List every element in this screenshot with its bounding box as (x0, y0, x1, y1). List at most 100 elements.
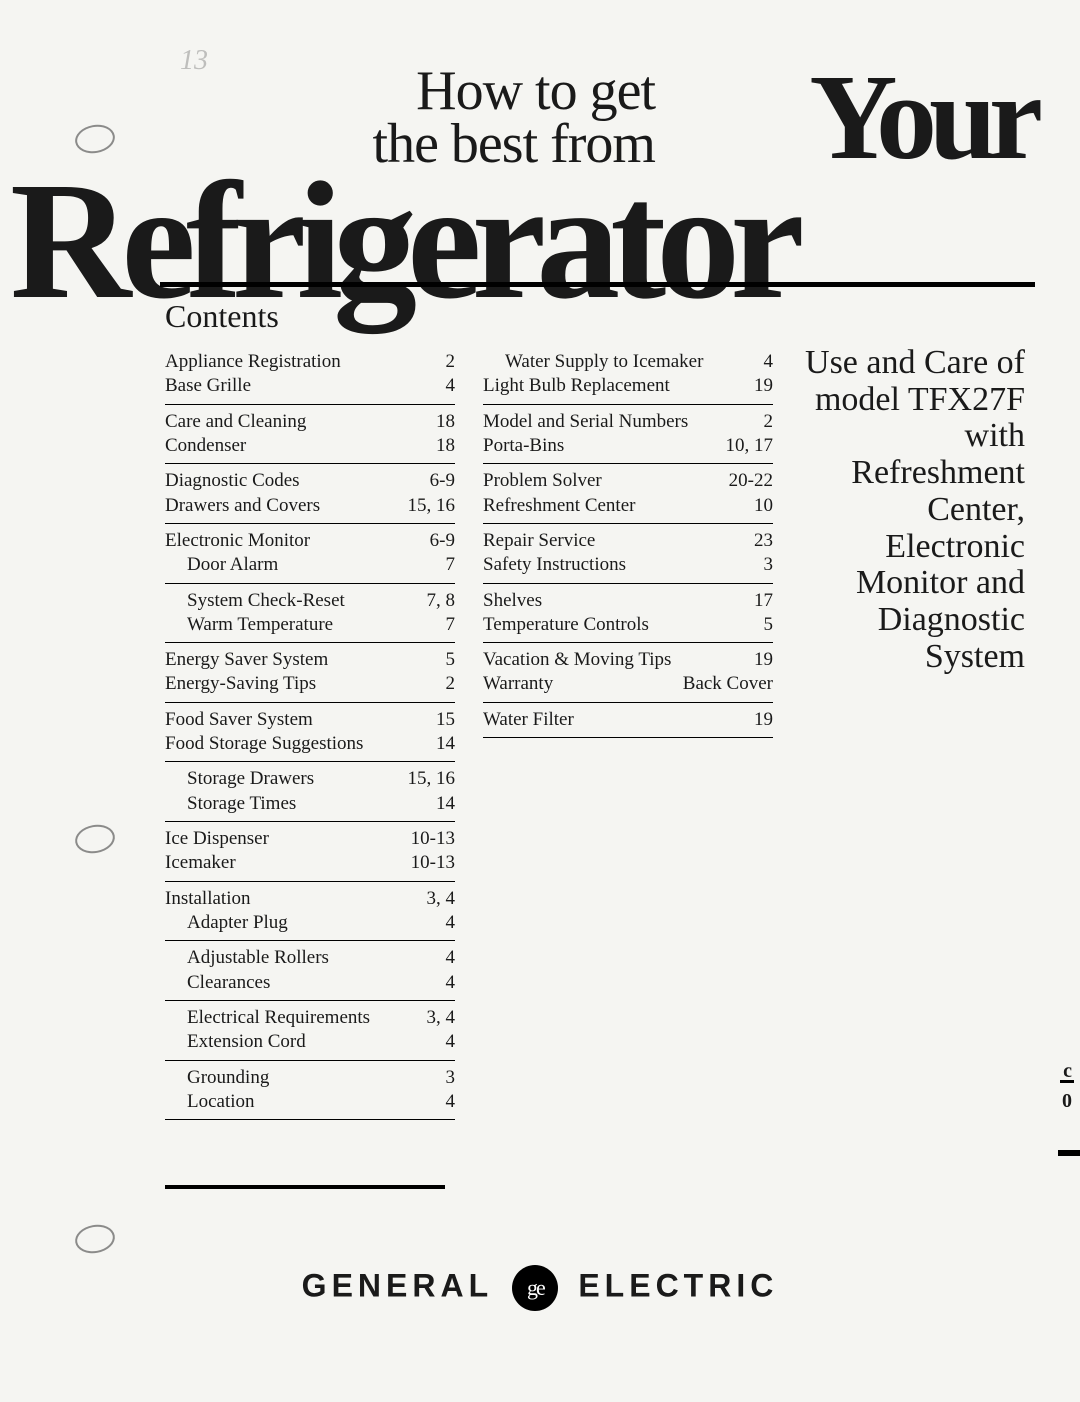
contents-page: 4 (436, 1030, 456, 1054)
contents-label: Location (165, 1090, 436, 1114)
contents-group: System Check-Reset7, 8Warm Temperature7 (165, 584, 455, 644)
contents-row: Warm Temperature7 (165, 613, 455, 637)
model-description-line: Use and Care of (805, 345, 1025, 382)
contents-label: Icemaker (165, 851, 401, 875)
contents-label: Adapter Plug (165, 911, 436, 935)
contents-group: Appliance Registration2Base Grille4 (165, 345, 455, 405)
model-description-line: Diagnostic (805, 602, 1025, 639)
contents-row: Grounding3 (165, 1066, 455, 1090)
contents-page: 3, 4 (417, 887, 456, 911)
contents-page: 15, 16 (398, 494, 456, 518)
contents-row: Water Supply to Icemaker4 (483, 350, 773, 374)
contents-row: Condenser18 (165, 434, 455, 458)
contents-page: 10-13 (401, 827, 455, 851)
contents-label: Shelves (483, 589, 744, 613)
contents-label: Electronic Monitor (165, 529, 420, 553)
contents-label: Repair Service (483, 529, 744, 553)
contents-label: Light Bulb Replacement (483, 374, 744, 398)
contents-row: Model and Serial Numbers2 (483, 410, 773, 434)
contents-label: Problem Solver (483, 469, 719, 493)
contents-label: Water Supply to Icemaker (483, 350, 754, 374)
contents-page: 2 (754, 410, 774, 434)
contents-label: Care and Cleaning (165, 410, 426, 434)
contents-group: Ice Dispenser10-13Icemaker10-13 (165, 822, 455, 882)
contents-row: Shelves17 (483, 589, 773, 613)
contents-row: System Check-Reset7, 8 (165, 589, 455, 613)
contents-group: Diagnostic Codes6-9Drawers and Covers15,… (165, 464, 455, 524)
contents-label: Vacation & Moving Tips (483, 648, 744, 672)
contents-page: 5 (436, 648, 456, 672)
model-description-line: Refreshment (805, 455, 1025, 492)
contents-page: 18 (426, 410, 455, 434)
contents-page: 3 (754, 553, 774, 577)
contents-label: Storage Drawers (165, 767, 398, 791)
contents-page: 7 (436, 553, 456, 577)
contents-row: Base Grille4 (165, 374, 455, 398)
contents-row: Adapter Plug4 (165, 911, 455, 935)
contents-label: Temperature Controls (483, 613, 754, 637)
contents-label: Porta-Bins (483, 434, 716, 458)
contents-group: Vacation & Moving Tips19WarrantyBack Cov… (483, 643, 773, 703)
contents-row: Refreshment Center10 (483, 494, 773, 518)
title-line-1: How to get (373, 65, 655, 118)
contents-label: Electrical Requirements (165, 1006, 417, 1030)
contents-row: Temperature Controls5 (483, 613, 773, 637)
contents-label: Adjustable Rollers (165, 946, 436, 970)
contents-row: Drawers and Covers15, 16 (165, 494, 455, 518)
contents-page: 14 (426, 792, 455, 816)
contents-page: 14 (426, 732, 455, 756)
contents-col-1: Appliance Registration2Base Grille4Care … (165, 345, 455, 1120)
title-block: How to get the best from Your Refrigerat… (165, 30, 1035, 290)
contents-row: Electrical Requirements3, 4 (165, 1006, 455, 1030)
contents-row: Care and Cleaning18 (165, 410, 455, 434)
contents-label: Model and Serial Numbers (483, 410, 754, 434)
contents-row: Energy-Saving Tips2 (165, 672, 455, 696)
contents-label: Installation (165, 887, 417, 911)
contents-page: 7 (436, 613, 456, 637)
contents-group: Care and Cleaning18Condenser18 (165, 405, 455, 465)
contents-group: Installation3, 4Adapter Plug4 (165, 882, 455, 942)
contents-label: Ice Dispenser (165, 827, 401, 851)
contents-page: 4 (436, 971, 456, 995)
contents-label: Refreshment Center (483, 494, 744, 518)
contents-row: Location4 (165, 1090, 455, 1114)
contents-group: Grounding3Location4 (165, 1061, 455, 1121)
contents-row: Ice Dispenser10-13 (165, 827, 455, 851)
contents-group: Water Supply to Icemaker4Light Bulb Repl… (483, 345, 773, 405)
title-product: Refrigerator (10, 145, 1035, 338)
contents-page: 4 (436, 911, 456, 935)
contents-label: Grounding (165, 1066, 436, 1090)
contents-label: Extension Cord (165, 1030, 436, 1054)
contents-label: Base Grille (165, 374, 436, 398)
contents-group: Repair Service23Safety Instructions3 (483, 524, 773, 584)
contents-label: Safety Instructions (483, 553, 754, 577)
contents-page: 10 (744, 494, 773, 518)
contents-row: Electronic Monitor6-9 (165, 529, 455, 553)
contents-label: Condenser (165, 434, 426, 458)
contents-group: Storage Drawers15, 16Storage Times14 (165, 762, 455, 822)
contents-page: 5 (754, 613, 774, 637)
contents-page: 6-9 (420, 469, 455, 493)
contents-row: Door Alarm7 (165, 553, 455, 577)
edge-mark-bar (1060, 1080, 1074, 1083)
contents-row: WarrantyBack Cover (483, 672, 773, 696)
model-description-line: Center, (805, 492, 1025, 529)
contents-label: Water Filter (483, 708, 744, 732)
brand-right: ELECTRIC (578, 1267, 778, 1303)
contents-columns: Appliance Registration2Base Grille4Care … (165, 345, 775, 1120)
contents-row: Installation3, 4 (165, 887, 455, 911)
contents-group: Adjustable Rollers4Clearances4 (165, 941, 455, 1001)
contents-page: 6-9 (420, 529, 455, 553)
contents-label: Energy-Saving Tips (165, 672, 436, 696)
contents-row: Extension Cord4 (165, 1030, 455, 1054)
contents-row: Food Saver System15 (165, 708, 455, 732)
model-description-line: with (805, 418, 1025, 455)
contents-row: Repair Service23 (483, 529, 773, 553)
contents-label: Storage Times (165, 792, 426, 816)
contents-group: Water Filter19 (483, 703, 773, 738)
model-description-line: model TFX27F (805, 382, 1025, 419)
contents-row: Food Storage Suggestions14 (165, 732, 455, 756)
contents-row: Water Filter19 (483, 708, 773, 732)
contents-label: Food Storage Suggestions (165, 732, 426, 756)
contents-page: 17 (744, 589, 773, 613)
